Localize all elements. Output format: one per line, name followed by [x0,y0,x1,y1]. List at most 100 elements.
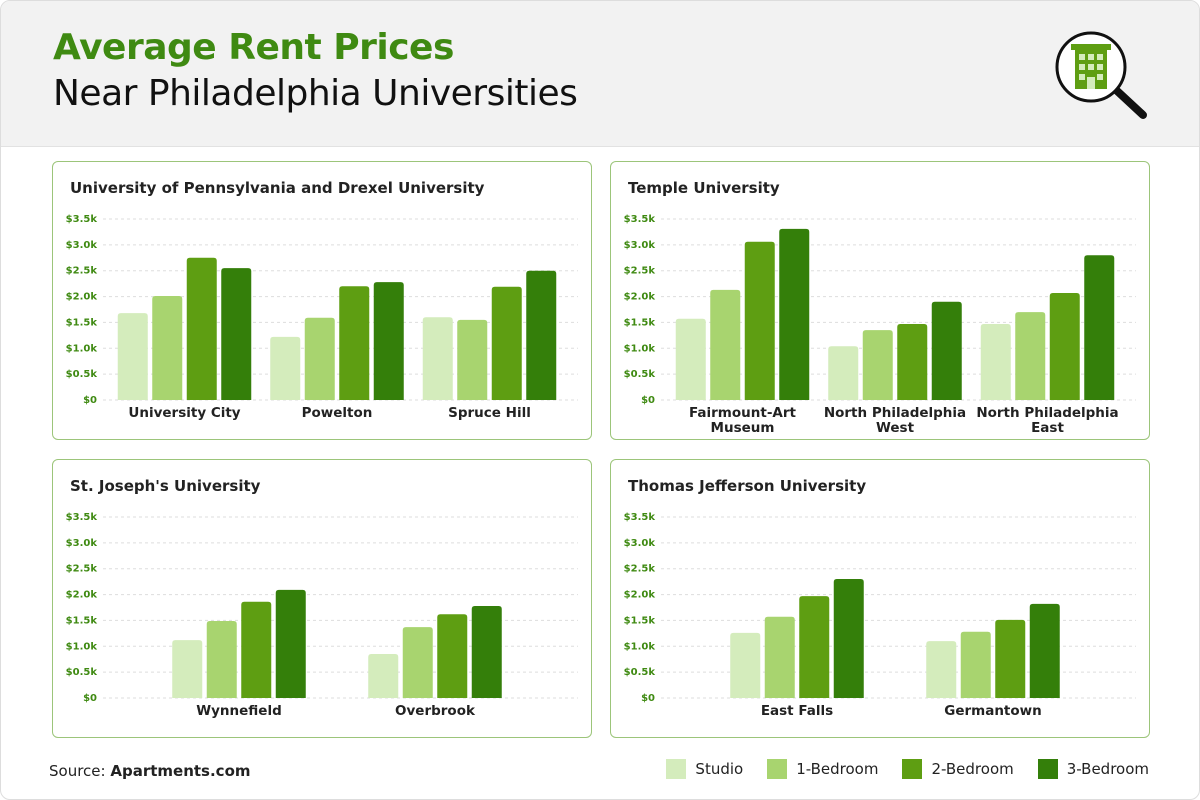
bar [304,317,335,400]
y-tick-label: $1.0k [624,641,656,652]
legend-item: 3-Bedroom [1037,759,1149,779]
bar [117,313,148,400]
y-tick-label: $0 [641,395,655,406]
y-tick-label: $3.5k [66,512,98,523]
y-tick-label: $2.5k [624,564,656,575]
y-tick-label: $2.0k [624,292,656,303]
plot: $0 $0.5k $1.0k $1.5k $2.0k $2.5k $3.0k $3.5k [66,512,578,704]
y-tick-label: $3.0k [624,538,656,549]
y-tick-label: $2.5k [66,564,98,575]
y-tick-label: $0 [83,395,97,406]
chart-panel: St. Joseph's University $0 $0.5k $1.0k $1.5k… [52,459,592,738]
x-tick-label: Wynnefield [196,703,282,719]
legend-item: 2-Bedroom [902,759,1014,779]
bar [241,601,272,698]
plot: $0 $0.5k $1.0k $1.5k $2.0k $2.5k $3.0k $3.5k [66,214,578,406]
bar [960,631,991,698]
y-tick-label: $3.0k [66,240,98,251]
chart-title: Temple University [628,179,780,197]
bar [437,614,468,698]
bar [422,317,453,400]
y-tick-label: $2.5k [624,266,656,277]
bar [710,289,741,400]
legend-item: Studio [666,759,743,779]
legend-label: 1-Bedroom [796,760,879,778]
bar [833,579,864,698]
plot: $0 $0.5k $1.0k $1.5k $2.0k $2.5k $3.0k $3.5k [624,512,1136,704]
chart-title: St. Joseph's University [70,477,261,495]
bar [457,319,488,400]
y-tick-label: $2.0k [624,590,656,601]
chart-title: University of Pennsylvania and Drexel Un… [70,179,485,197]
legend-swatch [1037,759,1058,779]
source: Source: Apartments.com [49,762,251,780]
bar [339,286,370,400]
source-name: Apartments.com [110,762,251,780]
bar [275,589,306,698]
y-tick-label: $2.0k [66,292,98,303]
bar [270,336,301,400]
legend-swatch [902,759,923,779]
bar [368,654,399,698]
bar [1049,292,1080,400]
bar [980,323,1011,400]
y-tick-label: $3.5k [624,512,656,523]
bar [206,620,237,698]
x-tick-label: Powelton [301,405,373,421]
x-tick-label: Germantown [944,703,1042,719]
y-tick-label: $3.0k [624,240,656,251]
bar [471,605,502,698]
x-tick-label: Fairmount-Art Museum [688,405,796,436]
bar [1029,603,1060,698]
y-tick-label: $0.5k [624,369,656,380]
bar [730,632,761,698]
source-label: Source: [49,762,106,780]
y-tick-label: $3.0k [66,538,98,549]
y-tick-label: $1.5k [624,317,656,328]
y-tick-label: $1.5k [624,615,656,626]
bar [1084,255,1115,400]
legend-item: 1-Bedroom [767,759,878,779]
legend-label: 2-Bedroom [931,760,1014,778]
legend-label: Studio [695,760,744,778]
y-tick-label: $0 [83,693,97,704]
bar [764,616,795,698]
bar [491,286,522,400]
bar [526,270,557,400]
chart-title: Thomas Jefferson University [628,477,867,495]
chart-panel: Thomas Jefferson University $0 $0.5k $1.0k $… [610,459,1150,738]
bar [862,330,893,400]
x-tick-label: East Falls [760,703,834,719]
bar [931,301,962,400]
header: Average Rent Prices Near Philadelphia Un… [1,1,1199,147]
bar [799,596,830,698]
bar [172,640,203,698]
bar [1015,312,1046,400]
y-tick-label: $1.0k [66,641,98,652]
y-tick-label: $0 [641,693,655,704]
y-tick-label: $1.0k [624,343,656,354]
y-tick-label: $0.5k [624,667,656,678]
chart-panel: University of Pennsylvania and Drexel Un… [52,161,592,440]
bar [779,228,810,400]
x-tick-label: North Philadelphia East [976,405,1119,436]
legend: Studio 1-Bedroom 2-Bedroom 3-Bedroom [666,759,1149,779]
y-tick-label: $1.0k [66,343,98,354]
plot: $0 $0.5k $1.0k $1.5k $2.0k $2.5k $3.0k $3.5k [624,214,1136,406]
y-tick-label: $2.5k [66,266,98,277]
bar [828,346,859,400]
x-tick-label: Overbrook [395,703,475,719]
bar [373,282,404,400]
bar [402,627,433,698]
chart-panel: Temple University $0 $0.5k $1.0k $1.5k $2.0k $… [610,161,1150,440]
y-tick-label: $3.5k [624,214,656,225]
y-tick-label: $3.5k [66,214,98,225]
y-tick-label: $0.5k [66,369,98,380]
bar [186,257,217,400]
bar [152,296,183,400]
bar [995,619,1026,698]
x-tick-label: University City [128,405,241,421]
legend-swatch [666,759,687,779]
y-tick-label: $1.5k [66,317,98,328]
